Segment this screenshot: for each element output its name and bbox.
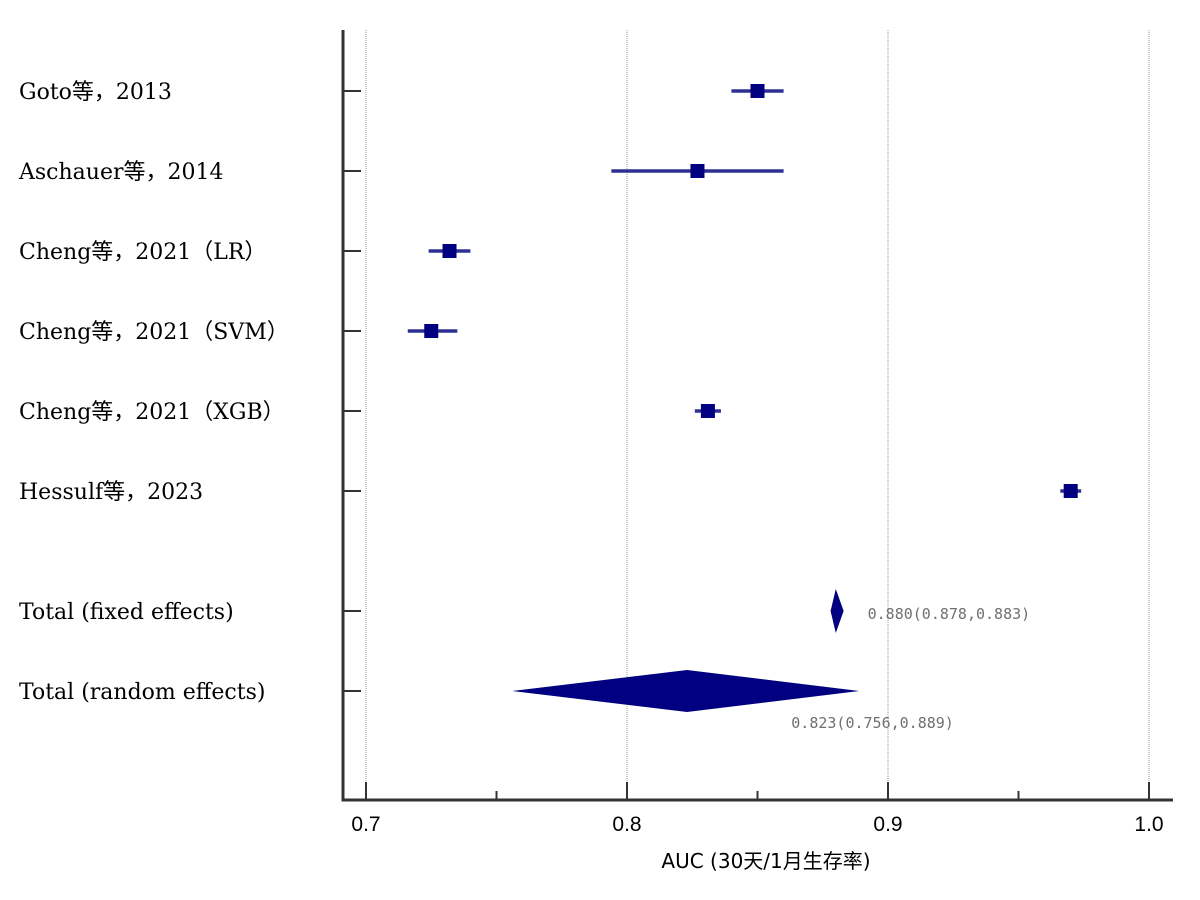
- study-markers: [407, 84, 1082, 498]
- study-label: Cheng等，2021（SVM）: [19, 320, 289, 345]
- point-estimate-marker: [442, 244, 457, 258]
- x-tick-label: 1.0: [1134, 813, 1163, 836]
- summary-label: Total (fixed effects): [19, 600, 234, 625]
- study-label: Aschauer等，2014: [18, 160, 223, 185]
- x-ticks: 0.7 0.8 0.9 1.0: [351, 782, 1164, 836]
- summary-estimate-text: 0.823(0.756,0.889): [791, 714, 954, 732]
- x-axis-title: AUC (30天/1月生存率): [661, 849, 870, 873]
- summary-diamond: [512, 670, 860, 712]
- x-tick-label: 0.9: [873, 813, 902, 836]
- x-tick-label: 0.8: [612, 813, 641, 836]
- summary-diamond: [830, 589, 844, 633]
- grid-lines: [365, 30, 1150, 800]
- point-estimate-marker: [700, 404, 715, 418]
- study-labels: Goto等，2013 Aschauer等，2014 Cheng等，2021（LR） C…: [18, 80, 289, 705]
- study-label: Cheng等，2021（LR）: [19, 240, 266, 265]
- point-estimate-marker: [690, 164, 705, 178]
- study-label: Cheng等，2021（XGB）: [19, 400, 285, 425]
- point-estimate-marker: [750, 84, 765, 98]
- summary-diamonds: 0.880(0.878,0.883) 0.823(0.756,0.889): [512, 589, 1030, 732]
- study-label: Hessulf等，2023: [19, 480, 203, 505]
- x-tick-label: 0.7: [351, 813, 380, 836]
- point-estimate-marker: [1063, 484, 1078, 498]
- summary-label: Total (random effects): [19, 680, 265, 705]
- point-estimate-marker: [424, 324, 439, 338]
- y-ticks: [343, 90, 361, 692]
- summary-estimate-text: 0.880(0.878,0.883): [868, 605, 1031, 623]
- study-label: Goto等，2013: [19, 80, 172, 105]
